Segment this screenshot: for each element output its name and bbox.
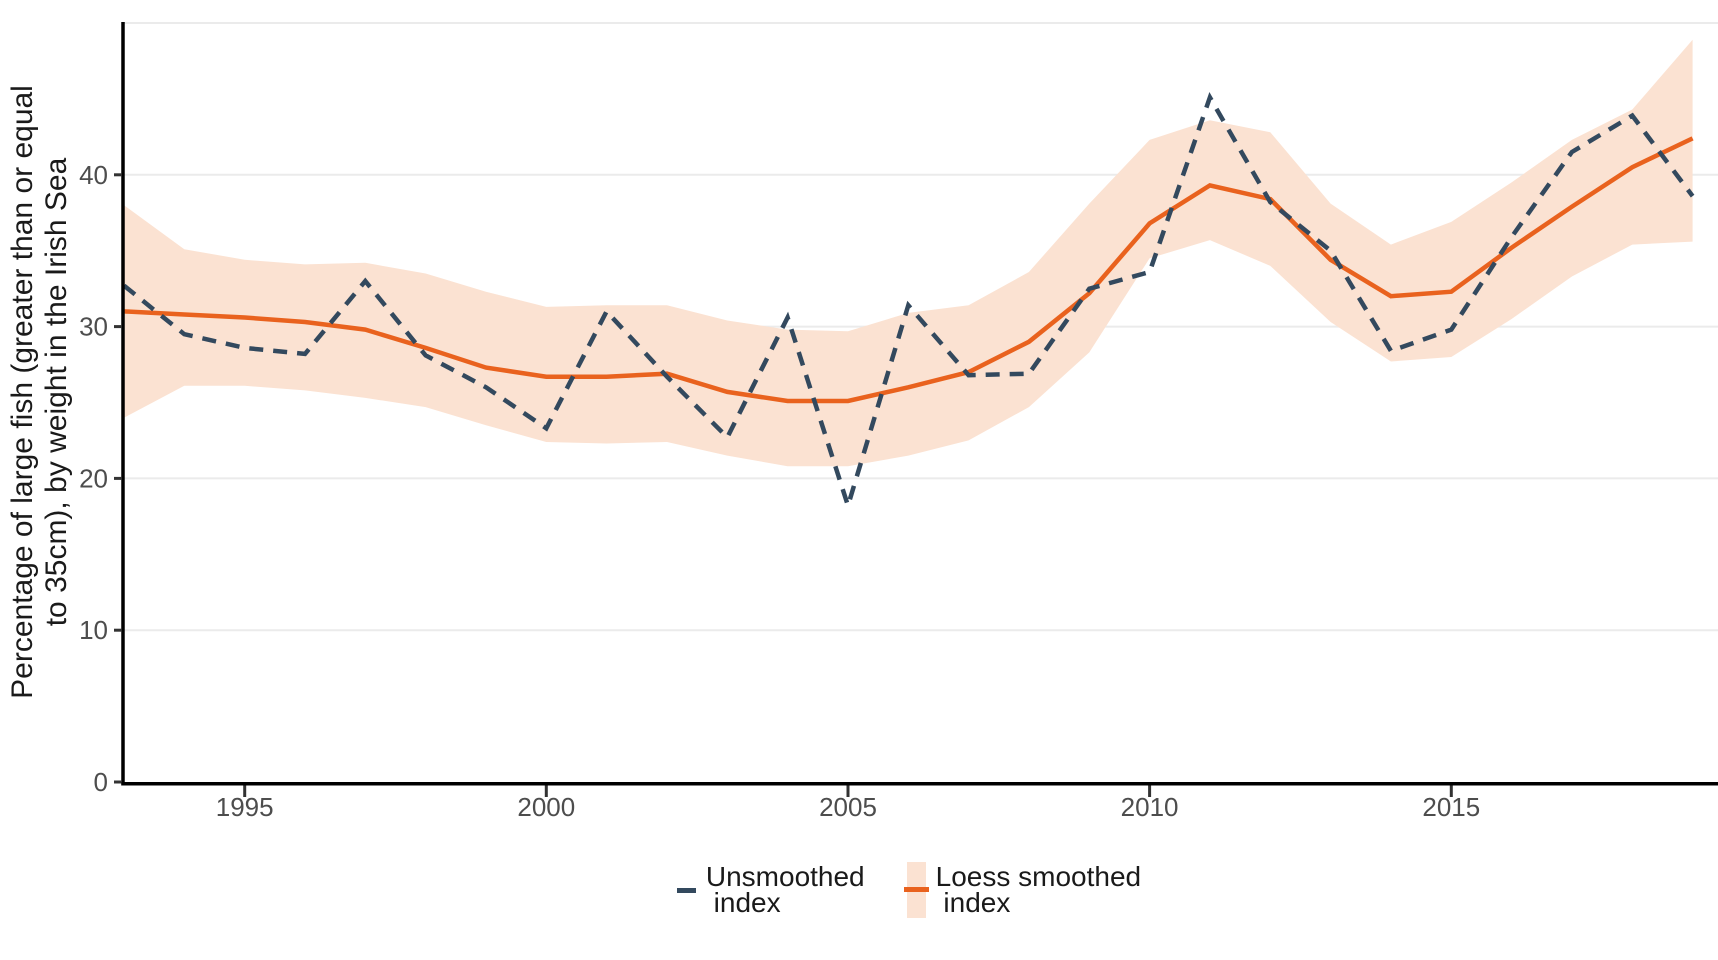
loess-line-key-icon — [903, 887, 929, 892]
legend-label-unsmoothed: Unsmoothed index — [705, 861, 865, 918]
confidence-band — [124, 39, 1693, 467]
x-tick-label: 1995 — [216, 792, 274, 822]
legend-entry-loess: Loess smoothed index — [903, 861, 1142, 918]
loess-band-key-icon — [903, 862, 929, 918]
x-tick-label: 2010 — [1121, 792, 1179, 822]
y-axis-title-line1: Percentage of large fish (greater than o… — [6, 85, 39, 699]
legend-entry-unsmoothed: Unsmoothed index — [676, 861, 865, 918]
unsmoothed-dash-key-icon — [676, 887, 696, 893]
x-tick-label: 2005 — [819, 792, 877, 822]
y-axis-title-line2: to 35cm), by weight in the Irish Sea — [40, 157, 73, 627]
y-tick-label: 20 — [79, 463, 108, 493]
unsmoothed-line — [122, 92, 1695, 514]
y-tick-label: 0 — [94, 767, 108, 797]
x-tick-label: 2015 — [1422, 792, 1480, 822]
y-tick-label: 40 — [79, 160, 108, 190]
y-axis-title: Percentage of large fish (greater than o… — [6, 85, 74, 699]
legend-label-loess: Loess smoothed index — [935, 861, 1142, 918]
y-tick-label: 10 — [79, 615, 108, 645]
y-tick-label: 30 — [79, 312, 108, 342]
loess-line — [123, 136, 1694, 404]
legend: Unsmoothed index Loess smoothed index — [0, 862, 1718, 918]
x-tick-label: 2000 — [517, 792, 575, 822]
